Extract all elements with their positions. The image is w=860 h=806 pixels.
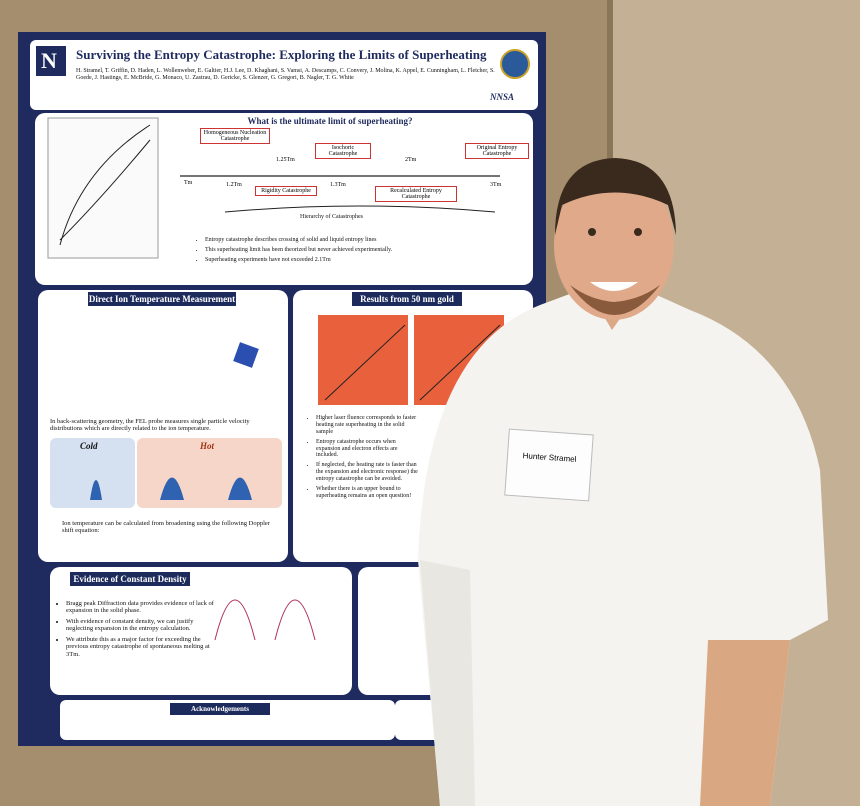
- ion-bullet: Ion temperature can be calculated from b…: [62, 520, 270, 535]
- timeline-label: Recalculated Entropy Catastrophe: [375, 186, 457, 202]
- bullet: With evidence of constant density, we ca…: [66, 618, 214, 633]
- badge-name: Hunter Stramel: [522, 451, 577, 464]
- cold-box: [50, 438, 135, 508]
- results-heading: Results from 50 nm gold: [352, 292, 462, 306]
- timeline-label: Isochoric Catastrophe: [315, 143, 371, 159]
- timeline-tick: 2Tm: [405, 157, 417, 163]
- bullet: This superheating limit has been theoriz…: [205, 247, 505, 254]
- authors: H. Stramel, T. Griffin, D. Haden, L. Wol…: [76, 68, 495, 81]
- cold-label: Cold: [80, 441, 98, 451]
- bullet: Superheating experiments have not exceed…: [205, 257, 505, 264]
- heatmap-1: [318, 315, 408, 405]
- hair: [555, 158, 676, 235]
- density-heading: Evidence of Constant Density: [70, 572, 190, 586]
- poster-title: Surviving the Entropy Catastrophe: Explo…: [76, 47, 487, 62]
- name-badge: [504, 428, 594, 502]
- bullet: Whether there is an upper bound to super…: [316, 486, 421, 500]
- results-bullets: Higher laser fluence corresponds to fast…: [306, 415, 421, 503]
- entropy-plot: [47, 117, 159, 259]
- bullet: Entropy catastrophe occurs when expansio…: [316, 439, 421, 460]
- hierarchy-brace: [224, 205, 496, 213]
- timeline-label: Rigidity Catastrophe: [255, 186, 317, 196]
- ion-heading: Direct Ion Temperature Measurement: [88, 292, 236, 306]
- timeline-tick: 1.3Tm: [330, 182, 346, 188]
- timeline-tick: Tm: [184, 180, 193, 186]
- bullet: Entropy catastrophe describes crossing o…: [205, 237, 505, 244]
- density-bullets: Bragg peak Diffraction data provides evi…: [56, 600, 214, 661]
- timeline-tick: 3Tm: [490, 182, 502, 188]
- header-panel: [30, 40, 538, 110]
- doe-seal: [500, 49, 530, 79]
- hierarchy: Hierarchy of Catastrophes: [300, 214, 363, 220]
- cold-peak: [58, 480, 128, 500]
- bragg-peaks: [214, 599, 316, 641]
- smile: [590, 282, 638, 291]
- density-panel: [50, 567, 352, 695]
- timeline-label: Original Entropy Catastrophe: [465, 143, 529, 159]
- logo-box: [36, 46, 66, 76]
- heatmap-fits: [324, 324, 501, 401]
- bullet: If neglected, the heating rate is faster…: [316, 462, 421, 483]
- eye: [634, 228, 642, 236]
- hot-label: Hot: [200, 441, 215, 451]
- bullet: Bragg peak Diffraction data provides evi…: [66, 600, 214, 615]
- face: [554, 170, 674, 320]
- intro-panel: [35, 113, 533, 285]
- detector: [233, 342, 259, 368]
- timeline-label: Homogeneous Nucleation Catastrophe: [200, 128, 270, 144]
- eye: [588, 228, 596, 236]
- intro-heading: What is the ultimate limit of superheati…: [247, 116, 413, 126]
- ack-heading: Acknowledgements: [170, 703, 270, 715]
- logo: N: [41, 48, 57, 73]
- ack-panel: [60, 700, 395, 740]
- hot-peaks: [145, 477, 275, 500]
- ion-bullet: In back-scattering geometry, the FEL pro…: [50, 418, 250, 433]
- forearm: [700, 640, 790, 806]
- timeline-tick: 1.25Tm: [276, 157, 295, 163]
- entropy-curves: [59, 124, 151, 246]
- bullet: We attribute this as a major factor for …: [66, 636, 214, 658]
- left-sleeve: [420, 560, 475, 806]
- beard: [570, 285, 660, 315]
- intro-bullets: Entropy catastrophe describes crossing o…: [195, 237, 505, 267]
- bullet: Higher laser fluence corresponds to fast…: [316, 415, 421, 436]
- nnsa: NNSA: [490, 92, 515, 102]
- timeline-tick: 1.2Tm: [226, 182, 242, 188]
